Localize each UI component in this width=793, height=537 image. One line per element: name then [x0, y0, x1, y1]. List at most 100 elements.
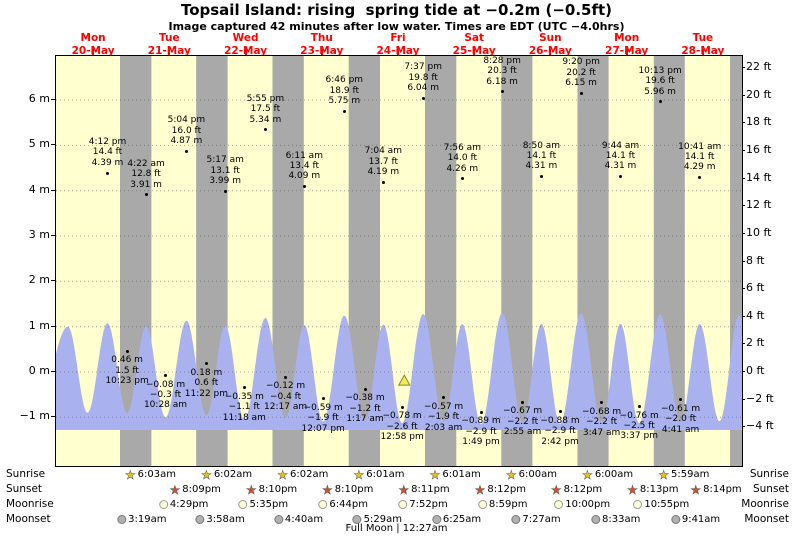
moonrise-time: 6:44pm — [318, 497, 368, 512]
moonrise-time-text: 7:52pm — [409, 499, 448, 510]
sunrise-time: ★ 6:01am — [353, 467, 404, 482]
tide-annotation: 6:46 pm 18.9 ft 5.75 m — [325, 75, 364, 107]
tide-chart-canvas — [56, 56, 742, 466]
sunrise-label-right: Sunrise — [749, 468, 789, 480]
tide-dot — [263, 128, 267, 132]
axis-tick — [51, 144, 55, 146]
tide-annotation: −0.59 m −1.9 ft 12:07 pm — [301, 402, 345, 434]
sunrise-time: ★ 5:59am — [658, 467, 709, 482]
axis-label-right: 10 ft — [746, 225, 772, 239]
day-tick — [397, 49, 399, 55]
tide-annotation: −0.61 m −2.0 ft 4:41 am — [660, 403, 701, 435]
axis-tick — [51, 189, 55, 191]
tide-annotation: −0.38 m −1.2 ft 1:17 am — [345, 393, 385, 425]
day-tick — [92, 49, 95, 55]
tide-annotation: 9:44 am 14.1 ft 4.31 m — [601, 140, 640, 172]
sunrise-time-text: 6:02am — [213, 469, 253, 480]
sunrise-time: ★ 6:03am — [125, 467, 176, 482]
tide-annotation: 5:17 am 13.1 ft 3.99 m — [206, 155, 244, 186]
tide-annotation: 10:41 am 14.1 ft 4.29 m — [678, 141, 722, 173]
axis-tick — [51, 280, 55, 282]
tide-dot — [342, 109, 346, 113]
tide-annotation: −0.68 m −2.2 ft 3:47 am — [581, 406, 622, 438]
tide-dot — [242, 386, 246, 390]
moonrise-time: 7:52pm — [398, 497, 448, 512]
sunrise-time-text: 6:02am — [290, 469, 329, 480]
axis-label-right: 4 ft — [746, 308, 765, 322]
tide-dot — [619, 175, 622, 179]
axis-tick — [741, 205, 745, 207]
axis-label-left: −1 m — [19, 409, 50, 423]
axis-label-left: 1 m — [28, 318, 50, 332]
axis-tick — [741, 122, 745, 124]
moonrise-label-left: Moonrise — [6, 498, 54, 510]
tide-annotation: 5:04 pm 16.0 ft 4.87 m — [167, 115, 206, 147]
axis-tick — [741, 94, 745, 96]
axis-label-right: 22 ft — [746, 60, 772, 73]
axis-label-left: 5 m — [28, 137, 50, 151]
sunrise-star-icon: ★ — [353, 467, 365, 482]
tide-annotation: 10:13 pm 19.6 ft 5.96 m — [638, 65, 682, 97]
axis-label-left: 4 m — [28, 182, 50, 196]
moonset-circle-icon — [511, 515, 521, 524]
tide-annotation: −0.12 m −0.4 ft 12:17 am — [264, 381, 308, 413]
axis-label-right: −4 ft — [746, 419, 774, 433]
astro-row-moonrise: Moonrise 4:29pm 5:35pm 6:44pm 7:52pm 8:59pm 10… — [0, 497, 793, 512]
axis-label-right: 8 ft — [746, 253, 765, 267]
axis-tick — [741, 177, 745, 179]
tide-dot — [400, 405, 404, 409]
sunset-time: ★ 8:11pm — [398, 482, 450, 497]
tide-dot — [500, 90, 504, 94]
axis-label-left: 2 m — [28, 273, 50, 287]
sunrise-time-text: 6:00am — [594, 469, 634, 480]
tide-annotation: −0.88 m −2.9 ft 2:42 pm — [540, 415, 580, 447]
tide-dot — [204, 362, 208, 366]
moonset-time-text: 9:41am — [681, 514, 721, 525]
tide-chart: 4:12 pm 14.4 ft 4.39 m 0.46 m 1.5 ft 10:23 pm… — [55, 55, 743, 467]
axis-label-right: 12 ft — [746, 198, 772, 212]
moonrise-time-text: 4:29pm — [169, 499, 209, 510]
sunset-time-text: 8:13pm — [639, 484, 679, 495]
tide-dot — [600, 401, 604, 405]
sunrise-time-text: 6:01am — [366, 469, 405, 480]
sunset-star-icon: ★ — [690, 482, 702, 497]
tide-dot — [184, 149, 188, 153]
moonrise-circle-icon — [318, 500, 328, 509]
moonset-time: 4:40am — [273, 512, 323, 527]
tide-dot — [539, 175, 543, 179]
moonset-label-right: Moonset — [744, 513, 789, 525]
axis-label-left: 6 m — [28, 92, 50, 105]
sunrise-time: ★ 6:00am — [506, 467, 557, 482]
sunset-time-text: 8:09pm — [182, 484, 221, 495]
moonset-circle-icon — [195, 515, 205, 524]
sunset-label-right: Sunset — [752, 483, 789, 495]
axis-label-right: 18 ft — [746, 115, 772, 129]
astro-row-moonset: Moonset 3:19am 3:58am 4:40am 5:29am 6:25am 7:2… — [0, 512, 793, 527]
tide-dot — [125, 349, 129, 353]
tide-dot — [698, 176, 702, 179]
sunrise-time-text: 6:01am — [442, 469, 481, 480]
tide-wave — [56, 313, 742, 430]
day-tick — [320, 49, 323, 55]
sunset-time: ★ 8:12pm — [474, 482, 526, 497]
moonset-time-text: 5:29am — [363, 514, 402, 525]
tide-dot — [579, 91, 583, 95]
axis-tick — [51, 235, 55, 236]
moonrise-circle-icon — [477, 500, 487, 509]
moonset-time: 7:27am — [511, 512, 561, 527]
axis-label-right: 6 ft — [746, 281, 765, 295]
page-subtitle: Image captured 42 minutes after low wate… — [168, 20, 625, 33]
tide-annotation: 7:56 am 14.0 ft 4.26 m — [443, 142, 481, 174]
moonset-time-text: 7:27am — [522, 514, 561, 525]
tide-annotation: −0.78 m −2.6 ft 12:58 pm — [380, 411, 424, 443]
moonrise-time: 10:00pm — [554, 497, 610, 512]
axis-tick — [741, 232, 745, 234]
axis-tick — [741, 67, 745, 68]
tide-dot — [164, 374, 167, 378]
moonrise-circle-icon — [554, 500, 564, 509]
tide-annotation: 8:28 pm 20.3 ft 6.18 m — [483, 55, 521, 87]
sunset-star-icon: ★ — [169, 482, 181, 497]
moonset-time: 8:33am — [591, 512, 640, 527]
page-title: Topsail Island: rising spring tide at −0… — [180, 1, 613, 19]
